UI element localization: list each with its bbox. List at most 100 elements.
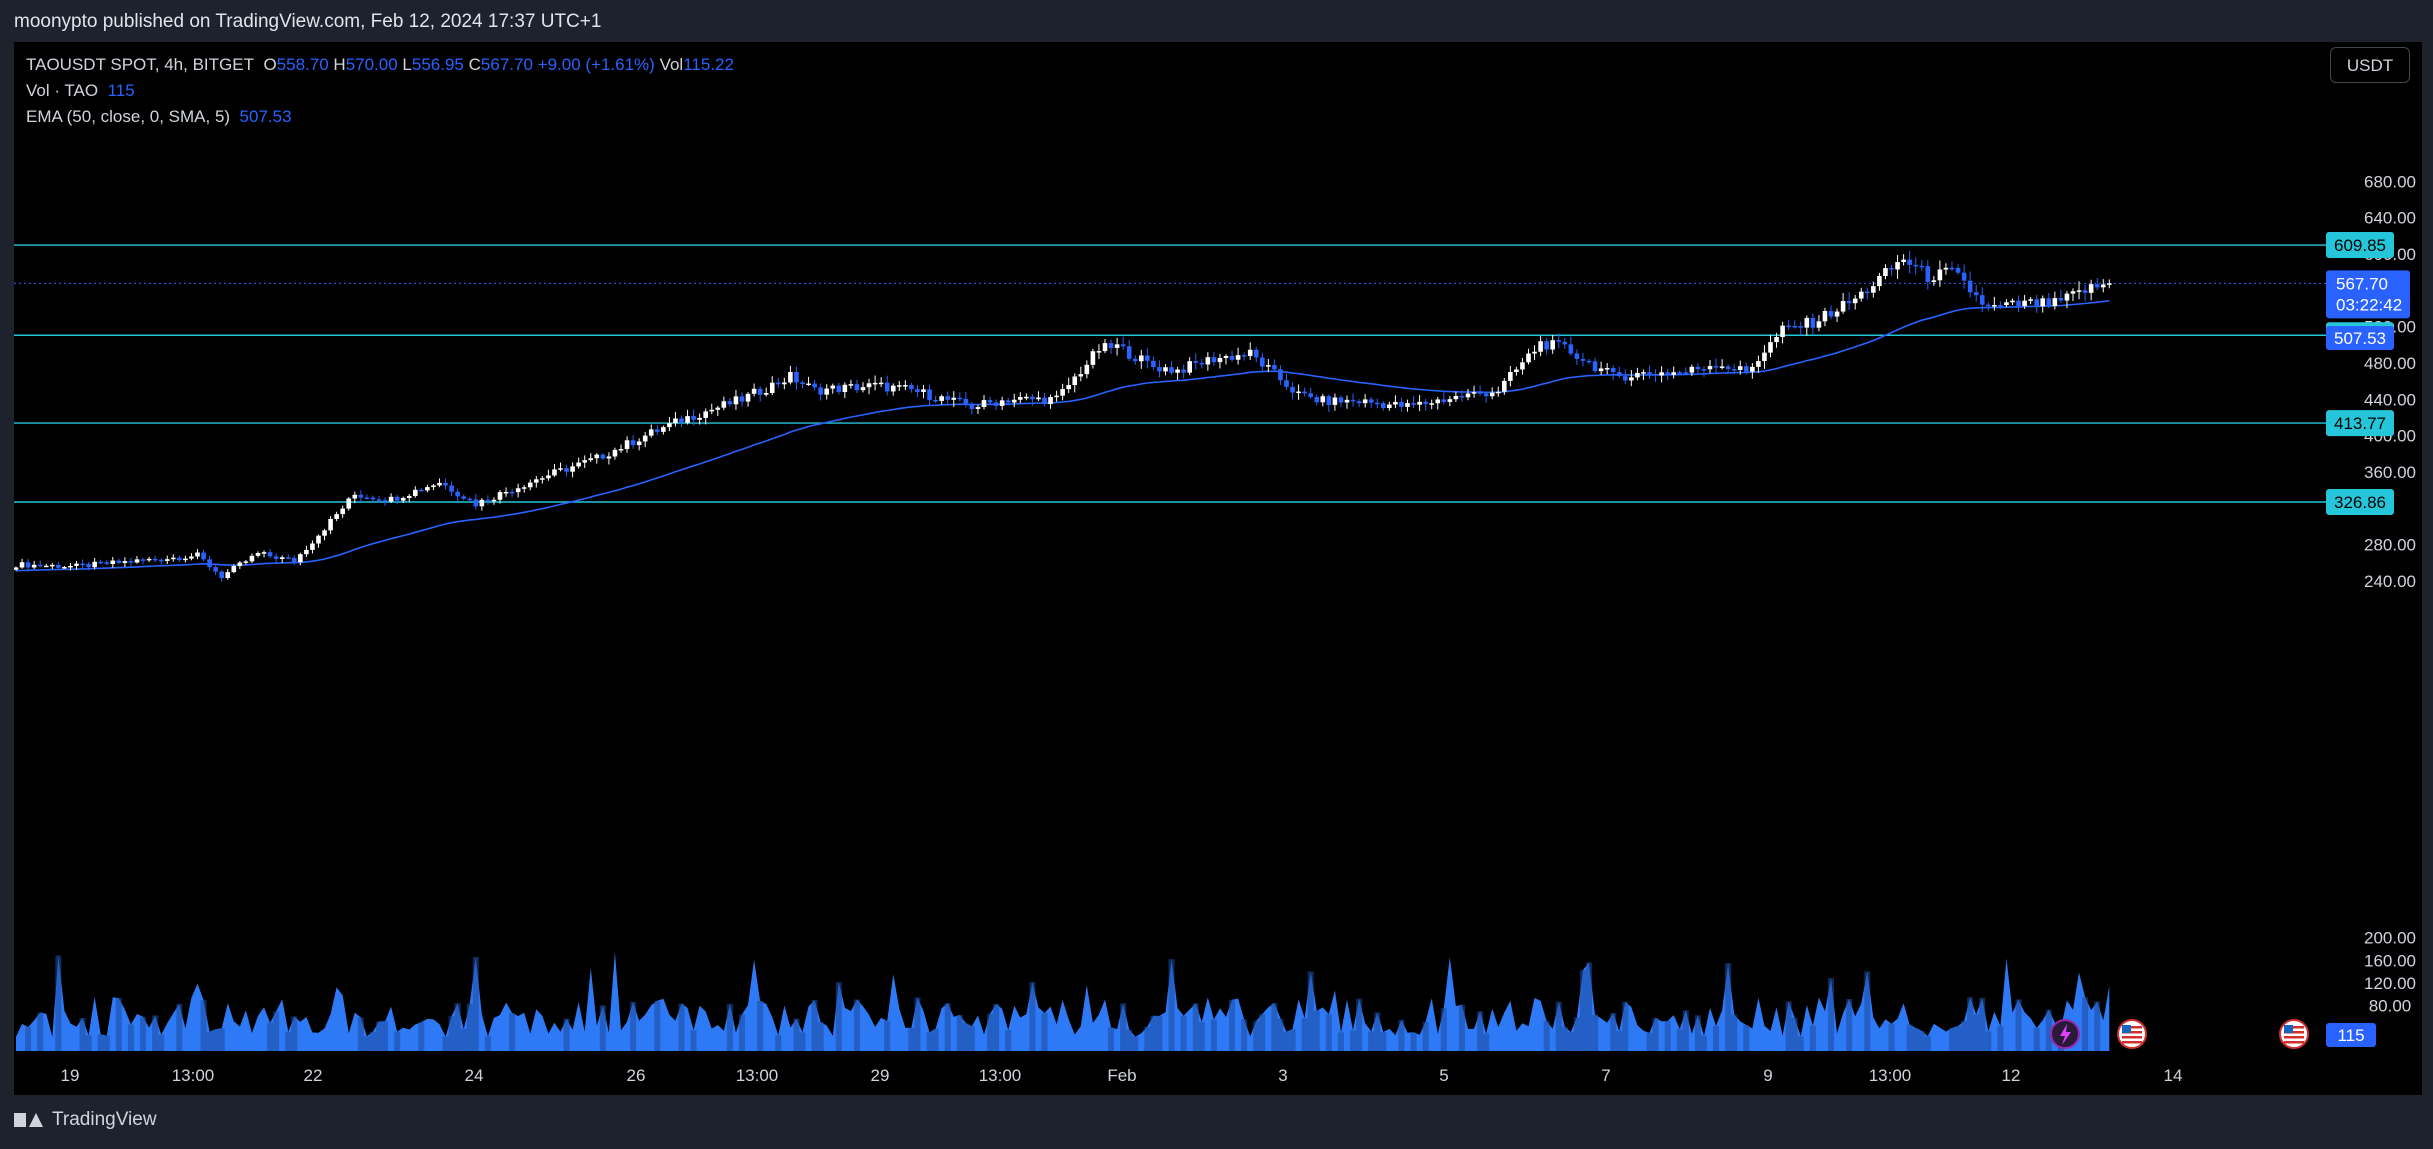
volume-bar [218, 1028, 225, 1051]
ema-legend-row: EMA (50, close, 0, SMA, 5) 507.53 [26, 104, 734, 130]
volume-bar [1005, 1030, 1012, 1051]
volume-bar [212, 1029, 219, 1051]
level-price-tag[interactable] [2326, 410, 2394, 437]
volume-bar [363, 1036, 370, 1051]
level-price-tag[interactable] [2326, 232, 2394, 259]
candle [1647, 372, 1652, 374]
candle [68, 565, 73, 568]
volume-bar [454, 1003, 461, 1051]
volume-bar [1924, 1036, 1931, 1051]
candle [769, 382, 775, 394]
candle [2076, 290, 2082, 292]
candle [612, 449, 618, 457]
candle [316, 535, 321, 544]
candle [1108, 343, 1114, 348]
candle [1877, 275, 1882, 287]
candle [878, 382, 884, 385]
level-price-tag[interactable] [2326, 489, 2394, 516]
x-axis-tick: 3 [1278, 1066, 1287, 1085]
candle [1780, 325, 1785, 338]
candle [945, 396, 950, 400]
volume-bar [37, 1012, 44, 1051]
y-axis-tick: 360.00 [2364, 463, 2416, 482]
volume-bar [1979, 997, 1986, 1051]
candle [582, 460, 587, 463]
candle [806, 383, 811, 386]
level-price-label: 326.86 [2334, 493, 2386, 512]
chart-area[interactable]: 240.00280.00360.00400.00440.00480.00520.… [14, 42, 2422, 1095]
volume-bar [1592, 1014, 1599, 1051]
candle [1871, 286, 1876, 293]
candle [794, 371, 799, 383]
ema-line[interactable] [15, 300, 2110, 572]
candle [1447, 399, 1453, 402]
volume-bar [158, 1034, 165, 1051]
open-label: O [263, 55, 277, 74]
candle [497, 492, 503, 500]
volume-bar [1356, 998, 1363, 1051]
candle [848, 384, 854, 386]
tradingview-logo-icon [14, 1111, 44, 1129]
flag-stripe [2122, 1041, 2142, 1044]
currency-button[interactable]: USDT [2330, 47, 2410, 83]
tradingview-logo[interactable]: TradingView [14, 1109, 157, 1131]
candle [673, 418, 678, 424]
candle [655, 429, 660, 432]
volume-bar [1210, 1019, 1217, 1051]
volume-bar [956, 1015, 963, 1051]
volume-bar [1313, 1010, 1320, 1051]
volume-bar [1616, 1031, 1623, 1051]
last-price-tag[interactable] [2326, 270, 2410, 319]
ema-price-tag[interactable] [2326, 325, 2394, 350]
ema-indicator-label[interactable]: EMA (50, close, 0, SMA, 5) [26, 107, 231, 126]
candle [346, 498, 352, 509]
candle [999, 400, 1005, 406]
candle [1822, 311, 1828, 322]
volume-indicator-label[interactable]: Vol · TAO [26, 81, 99, 100]
candle [1290, 386, 1295, 393]
candle [1326, 396, 1332, 405]
candle [763, 393, 769, 395]
candle [1792, 325, 1797, 328]
volume-bar [1785, 1001, 1792, 1051]
candle [872, 382, 878, 385]
candle [927, 389, 932, 400]
candle [2022, 300, 2027, 307]
volume-bar [176, 1003, 183, 1051]
candle [933, 399, 938, 402]
candle [2046, 298, 2052, 307]
countdown-label: 03:22:42 [2336, 295, 2402, 314]
volume-bar [2082, 997, 2089, 1051]
candle [1459, 395, 1465, 398]
candle [1707, 366, 1713, 370]
volume-value-tag[interactable] [2326, 1023, 2376, 1047]
candle [1302, 391, 1307, 394]
volume-bar [1422, 1021, 1429, 1051]
volume-bar [1676, 1029, 1683, 1051]
candle [1604, 368, 1610, 370]
candle [273, 556, 279, 559]
candle [455, 491, 460, 497]
candle [237, 562, 243, 567]
candle [1713, 366, 1719, 368]
volume-bar [200, 999, 207, 1051]
volume-axis-tick: 200.00 [2364, 929, 2416, 948]
symbol-info[interactable]: TAOUSDT SPOT, 4h, BITGET [26, 55, 254, 74]
candle [56, 564, 61, 568]
volume-bar [382, 1021, 389, 1051]
us-flag-event-icon[interactable] [2279, 1019, 2309, 1049]
volume-bar [1120, 1003, 1127, 1051]
candle [134, 559, 140, 563]
candle [1278, 369, 1283, 381]
candle [1102, 343, 1108, 352]
candle [1671, 372, 1676, 375]
vol-value: 115.22 [683, 55, 734, 74]
price-chart[interactable]: 240.00280.00360.00400.00440.00480.00520.… [14, 42, 2422, 1095]
candle [1066, 385, 1071, 390]
volume-bar [2094, 1001, 2101, 1051]
us-flag-event-icon[interactable] [2117, 1019, 2147, 1049]
candle [1114, 344, 1120, 348]
candle [261, 552, 267, 554]
candle [866, 383, 872, 388]
candle [122, 561, 128, 563]
